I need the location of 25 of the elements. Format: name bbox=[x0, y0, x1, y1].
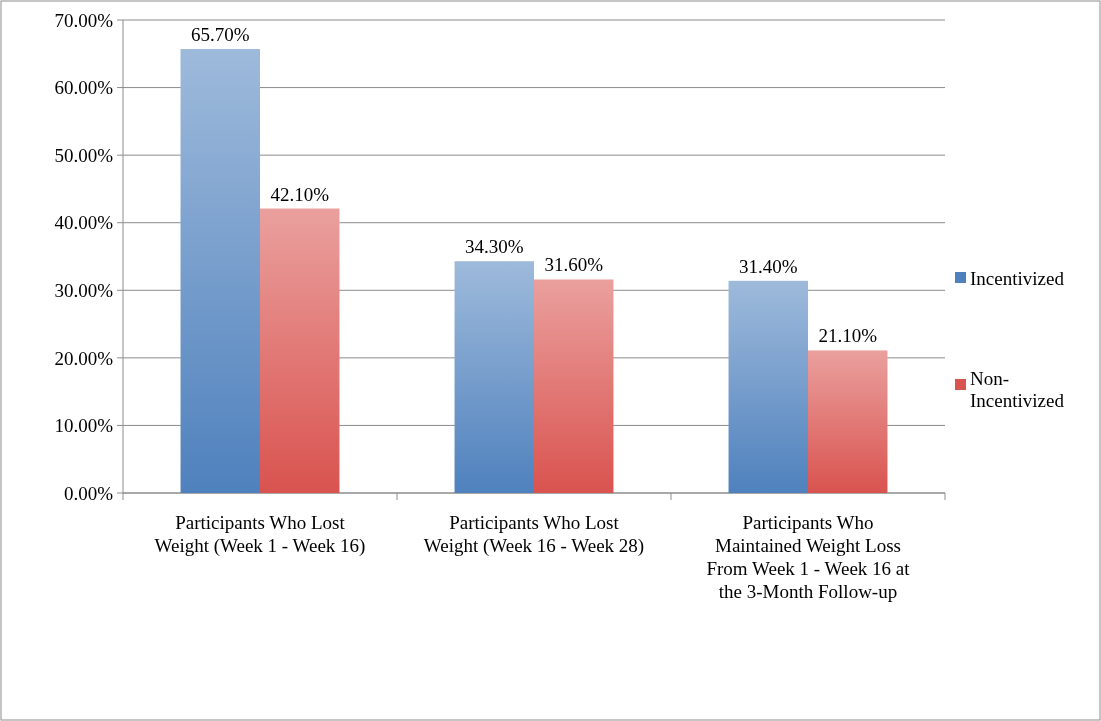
legend-label: Non-Incentivized bbox=[970, 368, 1065, 411]
data-label: 42.10% bbox=[270, 183, 330, 205]
bar bbox=[728, 280, 808, 493]
x-tick-label: Participants Who Lost Weight (Week 16 - Week 28) bbox=[423, 512, 645, 557]
y-tick-label: 20.00% bbox=[54, 347, 114, 369]
bar bbox=[454, 261, 534, 493]
y-tick-label: 60.00% bbox=[54, 77, 114, 99]
data-label: 31.40% bbox=[738, 255, 798, 277]
bar bbox=[180, 49, 260, 493]
y-tick-label: 50.00% bbox=[54, 144, 114, 166]
y-tick-label: 40.00% bbox=[54, 212, 114, 234]
legend-label: Incentivized bbox=[970, 267, 1065, 289]
data-label: 34.30% bbox=[464, 236, 524, 258]
x-tick-label: Participants Who Maintained Weight Loss From Week 1 - Week 16 at the 3-Month Follow-up bbox=[706, 512, 911, 602]
bar bbox=[808, 350, 888, 493]
data-label: 31.60% bbox=[544, 254, 604, 276]
y-tick-label: 0.00% bbox=[63, 482, 114, 504]
y-tick-label: 70.00% bbox=[54, 9, 114, 31]
bar bbox=[260, 208, 340, 493]
data-label: 21.10% bbox=[818, 325, 878, 347]
bar bbox=[534, 279, 614, 493]
y-tick-label: 10.00% bbox=[54, 415, 114, 437]
y-tick-label: 30.00% bbox=[54, 279, 114, 301]
data-label: 65.70% bbox=[190, 24, 250, 46]
x-tick-label: Participants Who Lost Weight (Week 1 - Week 16) bbox=[154, 512, 366, 557]
